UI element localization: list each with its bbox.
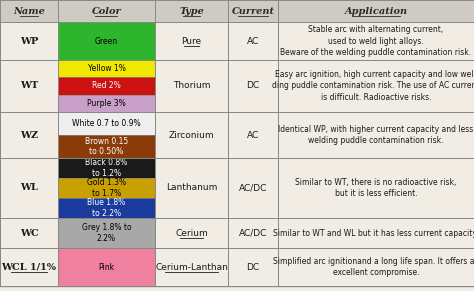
Bar	[155, 22, 228, 60]
Bar	[58, 0, 155, 22]
Bar	[58, 60, 155, 77]
Bar	[58, 60, 155, 112]
Bar	[278, 112, 474, 158]
Bar	[58, 112, 155, 158]
Bar	[155, 112, 228, 158]
Text: Cerium: Cerium	[175, 228, 208, 237]
Text: AC/DC: AC/DC	[239, 228, 267, 237]
Text: DC: DC	[246, 81, 260, 91]
Text: WC: WC	[19, 228, 38, 237]
Text: WCL 1/1%: WCL 1/1%	[1, 262, 56, 272]
Bar	[155, 60, 228, 112]
Bar	[58, 218, 155, 248]
Bar	[58, 158, 155, 218]
Bar	[58, 135, 155, 158]
Bar	[278, 22, 474, 60]
Text: Pure: Pure	[182, 36, 201, 45]
Text: Cerium-Lanthan: Cerium-Lanthan	[155, 262, 228, 272]
Bar	[58, 248, 155, 286]
Text: Purple 3%: Purple 3%	[87, 99, 126, 108]
Text: Black 0.8%
to 1.2%: Black 0.8% to 1.2%	[85, 158, 128, 178]
Bar	[228, 112, 278, 158]
Text: Brown 0.15
to 0.50%: Brown 0.15 to 0.50%	[85, 137, 128, 156]
Bar	[0, 112, 58, 158]
Text: Zirconium: Zirconium	[169, 130, 214, 139]
Bar	[155, 158, 228, 218]
Bar	[155, 248, 228, 286]
Bar	[58, 248, 155, 286]
Bar	[228, 158, 278, 218]
Text: WZ: WZ	[20, 130, 38, 139]
Bar	[228, 60, 278, 112]
Bar	[58, 158, 155, 218]
Text: Name: Name	[13, 6, 45, 15]
Text: AC: AC	[247, 36, 259, 45]
Bar	[0, 60, 58, 112]
Bar	[58, 22, 155, 60]
Bar	[58, 112, 155, 158]
Text: Stable arc with alternating current,
used to weld light alloys.
Beware of the we: Stable arc with alternating current, use…	[281, 25, 472, 57]
Text: Easy arc ignition, high current capacity and low wel-
ding puddle contamination : Easy arc ignition, high current capacity…	[272, 70, 474, 102]
Text: White 0.7 to 0.9%: White 0.7 to 0.9%	[72, 119, 141, 128]
Bar	[278, 0, 474, 22]
Text: WL: WL	[20, 184, 38, 193]
Text: Pink: Pink	[99, 262, 115, 272]
Bar	[278, 218, 474, 248]
Text: Simplified arc ignitionand a long life span. It offers an
excellent compromise.: Simplified arc ignitionand a long life s…	[273, 257, 474, 277]
Bar	[155, 218, 228, 248]
Bar	[58, 158, 155, 178]
Text: Similar to WT and WL but it has less current capacity.: Similar to WT and WL but it has less cur…	[273, 228, 474, 237]
Bar	[0, 22, 58, 60]
Text: Lanthanum: Lanthanum	[166, 184, 217, 193]
Text: Red 2%: Red 2%	[92, 81, 121, 91]
Text: Grey 1.8% to
2.2%: Grey 1.8% to 2.2%	[82, 223, 131, 243]
Bar	[278, 60, 474, 112]
Bar	[58, 198, 155, 218]
Text: Type: Type	[179, 6, 204, 15]
Bar	[0, 218, 58, 248]
Bar	[278, 158, 474, 218]
Bar	[0, 158, 58, 218]
Bar	[58, 112, 155, 135]
Text: DC: DC	[246, 262, 260, 272]
Bar	[58, 77, 155, 95]
Bar	[0, 0, 58, 22]
Text: WP: WP	[20, 36, 38, 45]
Text: Color: Color	[91, 6, 121, 15]
Bar	[155, 0, 228, 22]
Bar	[228, 218, 278, 248]
Bar	[58, 178, 155, 198]
Bar	[58, 218, 155, 248]
Text: Identical WP, with higher current capacity and less
welding puddle contamination: Identical WP, with higher current capaci…	[278, 125, 474, 146]
Bar	[228, 248, 278, 286]
Text: Yellow 1%: Yellow 1%	[88, 64, 126, 73]
Text: Gold 1.3%
to 1.7%: Gold 1.3% to 1.7%	[87, 178, 126, 198]
Text: Current: Current	[231, 6, 274, 15]
Text: AC/DC: AC/DC	[239, 184, 267, 193]
Text: Application: Application	[345, 6, 408, 15]
Bar	[58, 22, 155, 60]
Bar	[58, 95, 155, 112]
Text: Similar to WT, there is no radioactive risk,
but it is less efficient.: Similar to WT, there is no radioactive r…	[295, 178, 456, 198]
Text: Blue 1.8%
to 2.2%: Blue 1.8% to 2.2%	[87, 198, 126, 218]
Bar	[58, 60, 155, 112]
Bar	[228, 0, 278, 22]
Text: AC: AC	[247, 130, 259, 139]
Bar	[0, 248, 58, 286]
Text: Green: Green	[95, 36, 118, 45]
Bar	[58, 248, 155, 286]
Text: WT: WT	[20, 81, 38, 91]
Bar	[278, 248, 474, 286]
Bar	[228, 22, 278, 60]
Bar	[58, 218, 155, 248]
Bar	[58, 22, 155, 60]
Text: Thorium: Thorium	[173, 81, 210, 91]
